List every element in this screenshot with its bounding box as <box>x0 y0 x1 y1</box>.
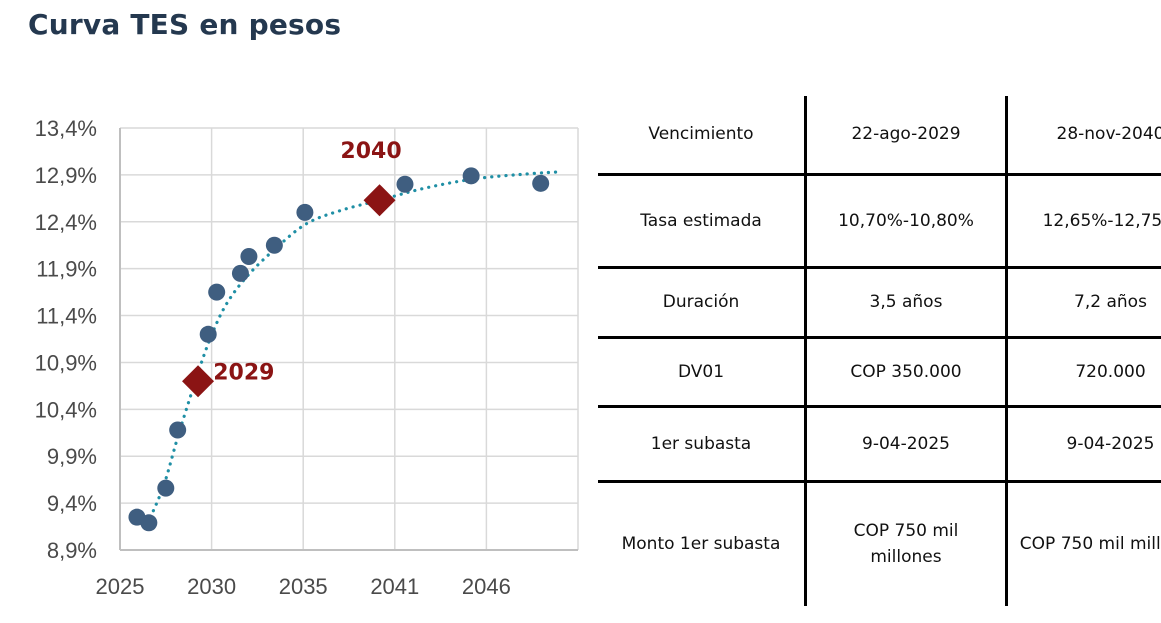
row-label: Vencimiento <box>598 96 807 176</box>
x-tick-label: 2030 <box>187 574 236 599</box>
data-point <box>231 264 249 282</box>
data-point <box>169 421 187 439</box>
cell-2040: COP 750 mil millones <box>1019 534 1161 555</box>
y-tick-label: 12,4% <box>35 210 97 235</box>
data-point <box>240 247 258 265</box>
x-tick-label: 2046 <box>462 574 511 599</box>
data-point <box>532 174 550 192</box>
bond-details-table: Vencimiento 22-ago-2029 28-nov-2040 Tasa… <box>598 96 1161 606</box>
x-tick-label: 2035 <box>279 574 328 599</box>
page-title: Curva TES en pesos <box>28 8 342 41</box>
yield-curve-chart: 13,4% 12,9% 12,4% 11,9% 11,4% 10,9% 10,4% 9,9% 9… <box>35 116 579 599</box>
cell-2040: 28-nov-2040 <box>1006 96 1161 176</box>
callout-label: 2040 <box>340 139 401 164</box>
row-label: Monto 1er subasta <box>598 481 807 606</box>
data-point <box>265 236 283 254</box>
data-point <box>208 283 226 301</box>
cell-2029: 22-ago-2029 <box>805 96 1008 176</box>
y-tick-label: 13,4% <box>35 116 97 141</box>
cell-2029: 10,70%-10,80% <box>805 174 1008 269</box>
highlight-point <box>363 184 396 217</box>
table-row: Vencimiento 22-ago-2029 28-nov-2040 <box>598 96 1161 176</box>
data-point <box>157 479 175 497</box>
y-tick-label: 9,4% <box>47 491 97 516</box>
row-label: DV01 <box>598 337 807 408</box>
highlight-point <box>182 365 215 398</box>
y-tick-label: 10,9% <box>35 350 97 375</box>
y-tick-label: 11,4% <box>36 304 97 329</box>
table-row: Tasa estimada 10,70%-10,80% 12,65%-12,75… <box>598 174 1161 269</box>
y-tick-label: 8,9% <box>47 538 97 563</box>
cell-2029: 9-04-2025 <box>805 406 1008 483</box>
cell-2029: 3,5 años <box>805 267 1008 339</box>
cell-2040: 720.000 <box>1006 337 1161 408</box>
x-tick-label: 2041 <box>370 574 419 599</box>
data-point <box>396 175 414 193</box>
y-tick-label: 10,4% <box>35 397 97 422</box>
row-label: Tasa estimada <box>598 174 807 269</box>
y-tick-label: 11,9% <box>36 257 97 282</box>
cell-2040: 12,65%-12,75% <box>1006 174 1161 269</box>
row-label: 1er subasta <box>598 406 807 483</box>
cell-2040: 7,2 años <box>1006 267 1161 339</box>
table-row: 1er subasta 9-04-2025 9-04-2025 <box>598 406 1161 483</box>
callout-label: 2029 <box>213 360 274 385</box>
cell-2040: 9-04-2025 <box>1006 406 1161 483</box>
row-label: Duración <box>598 267 807 339</box>
cell-2029: COP 350.000 <box>805 337 1008 408</box>
data-point <box>199 325 217 343</box>
data-point <box>140 514 158 532</box>
table-row: DV01 COP 350.000 720.000 <box>598 337 1161 408</box>
table-row: Duración 3,5 años 7,2 años <box>598 267 1161 339</box>
table-row: Monto 1er subasta COP 750 mil millones C… <box>598 481 1161 606</box>
y-tick-label: 9,9% <box>47 444 97 469</box>
data-point <box>296 203 314 221</box>
cell-2029: COP 750 mil millones <box>805 481 1008 606</box>
y-tick-label: 12,9% <box>35 163 97 188</box>
x-tick-label: 2025 <box>96 574 145 599</box>
data-point <box>462 167 480 185</box>
